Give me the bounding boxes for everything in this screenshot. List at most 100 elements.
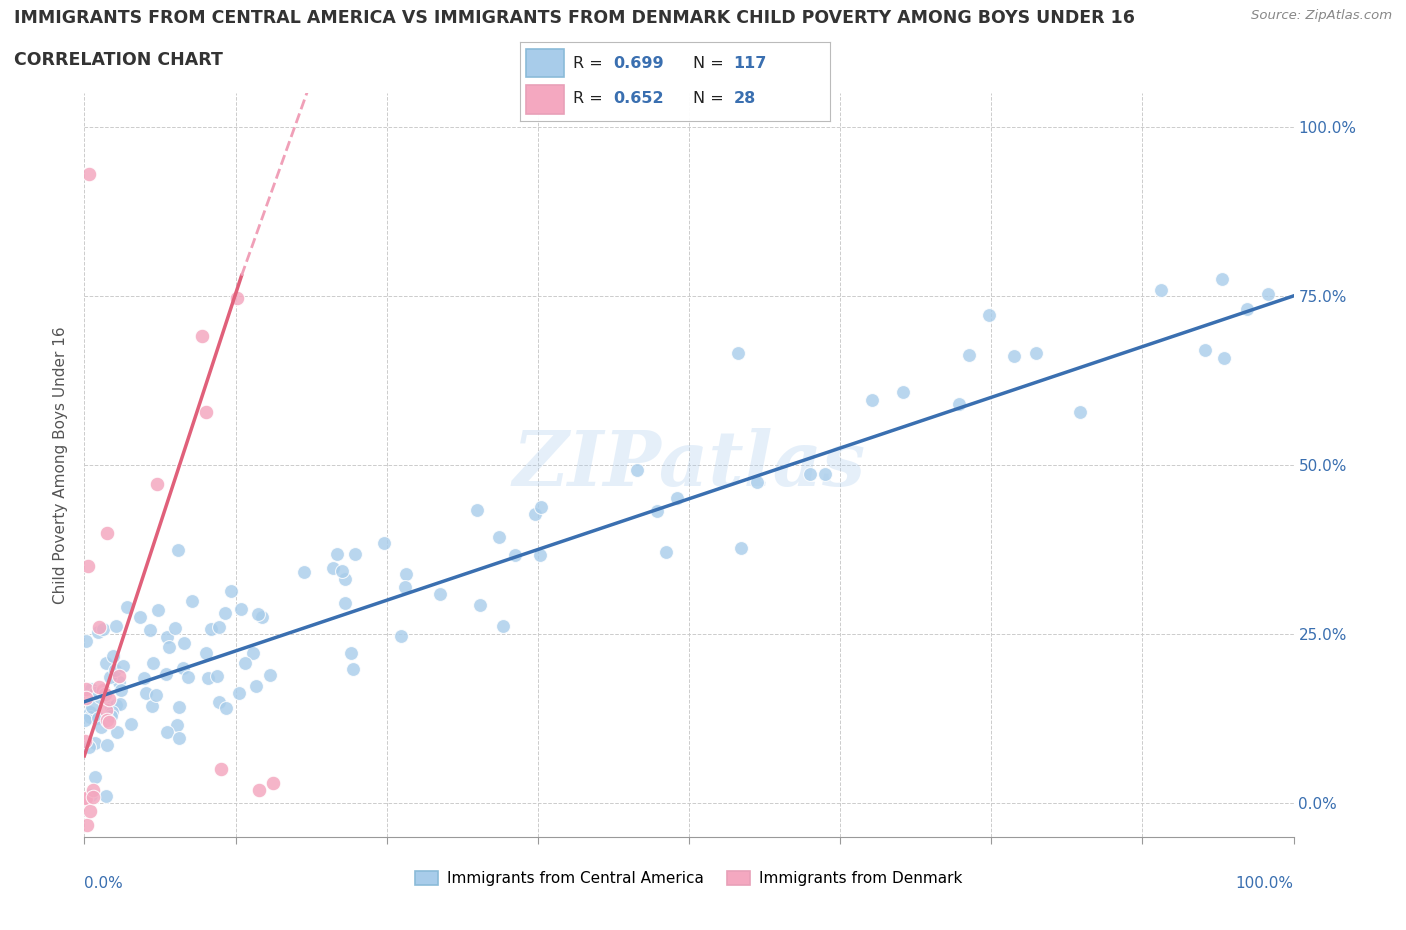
Point: [322, 561, 344, 576]
Point: [89, 619, 111, 634]
Point: [429, 586, 451, 601]
Point: [97, 714, 120, 729]
Point: [90, 720, 112, 735]
Point: [1212, 350, 1234, 365]
Text: N =: N =: [693, 56, 730, 71]
Text: 0.0%: 0.0%: [84, 876, 124, 891]
Point: [173, 636, 195, 651]
Point: [166, 718, 188, 733]
Point: [75, 633, 97, 648]
Point: [957, 348, 980, 363]
Point: [394, 579, 416, 594]
Text: IMMIGRANTS FROM CENTRAL AMERICA VS IMMIGRANTS FROM DENMARK CHILD POVERTY AMONG B: IMMIGRANTS FROM CENTRAL AMERICA VS IMMIG…: [14, 9, 1135, 27]
Point: [530, 499, 553, 514]
Point: [87, 680, 110, 695]
Point: [75, 712, 97, 727]
Point: [330, 564, 353, 578]
Point: [373, 536, 395, 551]
Text: 0.652: 0.652: [613, 91, 664, 106]
Point: [104, 618, 127, 633]
Point: [142, 656, 165, 671]
Point: [228, 685, 250, 700]
Legend: Immigrants from Central America, Immigrants from Denmark: Immigrants from Central America, Immigra…: [409, 865, 969, 893]
Point: [195, 645, 218, 660]
Point: [75, 791, 97, 806]
Point: [135, 686, 157, 701]
Point: [156, 724, 179, 739]
Point: [200, 621, 222, 636]
Point: [860, 393, 883, 408]
Point: [208, 695, 231, 710]
Point: [503, 548, 526, 563]
Point: [666, 491, 689, 506]
Point: [117, 599, 139, 614]
Point: [112, 658, 135, 673]
Text: ZIPatlas: ZIPatlas: [512, 428, 866, 502]
FancyBboxPatch shape: [526, 86, 564, 113]
Point: [205, 668, 228, 683]
Point: [262, 776, 284, 790]
Point: [342, 661, 364, 676]
Point: [134, 671, 156, 685]
Text: R =: R =: [572, 56, 607, 71]
Point: [79, 166, 101, 181]
Point: [1069, 405, 1091, 419]
Point: [139, 623, 162, 638]
Point: [98, 670, 121, 684]
Point: [120, 717, 142, 732]
Point: [110, 683, 132, 698]
Point: [79, 705, 101, 720]
Point: [191, 329, 214, 344]
Point: [108, 674, 131, 689]
Point: [727, 346, 749, 361]
Point: [100, 700, 122, 715]
Text: Source: ZipAtlas.com: Source: ZipAtlas.com: [1251, 9, 1392, 22]
Point: [96, 712, 118, 727]
Point: [1211, 271, 1233, 286]
Point: [799, 467, 821, 482]
Point: [75, 690, 97, 705]
Point: [488, 530, 510, 545]
Point: [167, 731, 190, 746]
Point: [108, 697, 131, 711]
Point: [84, 736, 107, 751]
Point: [167, 699, 190, 714]
Point: [1025, 345, 1047, 360]
Point: [245, 679, 267, 694]
Point: [94, 655, 117, 670]
Point: [105, 724, 128, 739]
Point: [96, 737, 118, 752]
Point: [523, 507, 546, 522]
Point: [89, 690, 111, 705]
Y-axis label: Child Poverty Among Boys Under 16: Child Poverty Among Boys Under 16: [52, 326, 67, 604]
Point: [395, 566, 418, 581]
Point: [339, 646, 361, 661]
Point: [292, 565, 315, 579]
Point: [259, 668, 281, 683]
Point: [84, 686, 107, 701]
Point: [654, 545, 676, 560]
Point: [645, 504, 668, 519]
Point: [80, 682, 103, 697]
Point: [98, 692, 121, 707]
Point: [96, 525, 118, 540]
Point: [1236, 301, 1258, 316]
Point: [82, 790, 104, 804]
Point: [101, 705, 124, 720]
Point: [231, 602, 253, 617]
Text: 0.699: 0.699: [613, 56, 664, 71]
Point: [108, 669, 131, 684]
Point: [326, 547, 349, 562]
Point: [166, 543, 188, 558]
Point: [180, 593, 202, 608]
Point: [745, 474, 768, 489]
Point: [84, 770, 107, 785]
Point: [389, 629, 412, 644]
Point: [79, 710, 101, 724]
Point: [87, 625, 110, 640]
Point: [156, 630, 179, 644]
Point: [76, 817, 98, 832]
Point: [1149, 283, 1171, 298]
Text: 100.0%: 100.0%: [1236, 876, 1294, 891]
Point: [172, 661, 194, 676]
